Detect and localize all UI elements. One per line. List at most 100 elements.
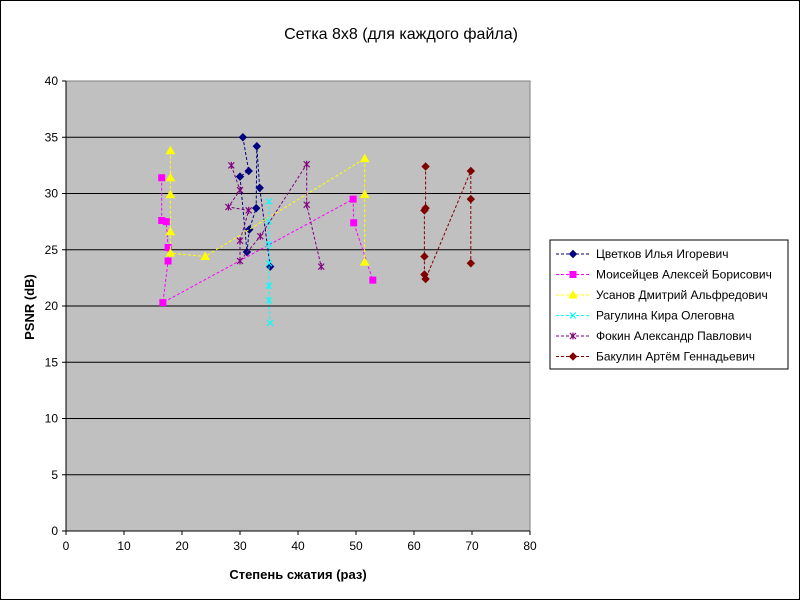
legend-item: Рагулина Кира Олеговна bbox=[556, 309, 735, 323]
data-point bbox=[165, 189, 176, 199]
series-3 bbox=[265, 197, 274, 327]
data-point bbox=[236, 237, 244, 245]
data-point bbox=[227, 161, 235, 169]
series-2 bbox=[165, 145, 370, 266]
legend-label: Цветков Илья Игоревич bbox=[596, 247, 728, 261]
x-tick-label: 10 bbox=[117, 539, 131, 553]
data-point bbox=[244, 166, 253, 176]
y-tick-label: 5 bbox=[51, 468, 58, 482]
y-tick-label: 0 bbox=[51, 524, 58, 538]
data-point bbox=[252, 203, 261, 213]
y-tick-label: 15 bbox=[45, 355, 59, 369]
data-point bbox=[164, 244, 172, 251]
data-point bbox=[466, 166, 476, 176]
y-tick-label: 10 bbox=[45, 412, 59, 426]
data-point bbox=[359, 257, 370, 266]
legend: Цветков Илья Игоревич Моисейцев Алексей Б… bbox=[549, 239, 789, 370]
x-tick-label: 70 bbox=[465, 539, 479, 553]
data-point bbox=[256, 232, 264, 240]
x-axis-label: Степень сжатия (раз) bbox=[229, 567, 366, 582]
x-tick-label: 0 bbox=[63, 539, 70, 553]
x-axis-ticks: 0 10 20 30 40 50 60 70 80 bbox=[63, 531, 537, 553]
marker-stroke bbox=[265, 259, 273, 267]
data-point bbox=[245, 206, 253, 214]
legend-label: Моисейцев Алексей Борисович bbox=[596, 268, 772, 282]
series-5 bbox=[420, 162, 476, 284]
x-tick-label: 30 bbox=[233, 539, 247, 553]
data-point bbox=[165, 172, 176, 182]
data-point bbox=[165, 226, 176, 236]
x-tick-label: 50 bbox=[349, 539, 363, 553]
data-point bbox=[303, 201, 311, 209]
series-1 bbox=[158, 174, 377, 307]
legend-label: Бакулин Артём Геннадьевич bbox=[596, 350, 755, 364]
data-point bbox=[350, 219, 358, 227]
y-tick-label: 25 bbox=[45, 243, 59, 257]
data-point bbox=[265, 240, 273, 248]
legend-label: Рагулина Кира Олеговна bbox=[596, 309, 735, 323]
data-point bbox=[164, 257, 172, 265]
data-point bbox=[236, 186, 244, 194]
data-point bbox=[200, 251, 211, 260]
data-point bbox=[266, 319, 274, 327]
data-point bbox=[236, 257, 244, 265]
data-point bbox=[158, 174, 166, 182]
data-point bbox=[162, 218, 170, 226]
legend-item: Цветков Илья Игоревич bbox=[556, 247, 728, 261]
marker-stroke bbox=[266, 319, 274, 327]
data-point bbox=[421, 162, 430, 171]
y-axis-label: PSNR (dB) bbox=[22, 274, 37, 340]
data-point bbox=[317, 263, 325, 271]
legend-item: Усанов Дмитрий Альфредович bbox=[556, 288, 768, 302]
data-point bbox=[265, 259, 273, 267]
y-axis-ticks: 0 5 10 15 20 25 30 35 40 bbox=[45, 74, 66, 538]
data-point bbox=[265, 296, 273, 304]
data-point bbox=[359, 189, 370, 199]
data-point bbox=[349, 195, 357, 203]
x-tick-label: 60 bbox=[407, 539, 421, 553]
legend-marker bbox=[569, 332, 577, 340]
data-point bbox=[420, 252, 429, 261]
data-point bbox=[265, 262, 275, 271]
marker-stroke bbox=[265, 197, 273, 205]
y-tick-label: 35 bbox=[45, 130, 59, 144]
data-point bbox=[238, 133, 248, 142]
y-tick-label: 20 bbox=[45, 299, 59, 313]
data-point bbox=[466, 194, 476, 204]
marker-stroke bbox=[265, 296, 273, 304]
legend-marker bbox=[568, 289, 578, 299]
legend-marker bbox=[569, 271, 577, 278]
data-point bbox=[420, 206, 429, 215]
data-point bbox=[265, 197, 273, 205]
marker-stroke bbox=[569, 312, 577, 319]
x-tick-label: 20 bbox=[175, 539, 189, 553]
data-point bbox=[303, 160, 311, 168]
x-tick-label: 80 bbox=[523, 539, 537, 553]
data-point bbox=[466, 259, 476, 268]
data-point bbox=[235, 172, 245, 181]
series-line bbox=[227, 162, 322, 267]
data-point bbox=[252, 142, 262, 151]
data-point bbox=[224, 203, 232, 211]
legend-marker bbox=[568, 352, 578, 361]
legend-label: Усанов Дмитрий Альфредович bbox=[596, 288, 768, 302]
data-point bbox=[165, 145, 176, 155]
data-point bbox=[421, 274, 430, 284]
legend-box bbox=[549, 239, 789, 370]
plot-area bbox=[65, 80, 531, 532]
series-4 bbox=[224, 160, 325, 271]
legend-marker bbox=[569, 312, 577, 319]
legend-item: Бакулин Артём Геннадьевич bbox=[556, 350, 755, 364]
data-point bbox=[265, 282, 273, 290]
legend-item: Моисейцев Алексей Борисович bbox=[556, 268, 772, 282]
legend-item: Фокин Александр Павлович bbox=[556, 329, 752, 343]
data-point bbox=[255, 183, 264, 193]
marker-stroke bbox=[265, 240, 273, 248]
data-point bbox=[165, 248, 176, 257]
data-point bbox=[159, 299, 167, 307]
y-tick-label: 30 bbox=[45, 187, 59, 201]
y-tick-label: 40 bbox=[45, 74, 59, 88]
chart-title: Сетка 8x8 (для каждого файла) bbox=[284, 26, 518, 43]
